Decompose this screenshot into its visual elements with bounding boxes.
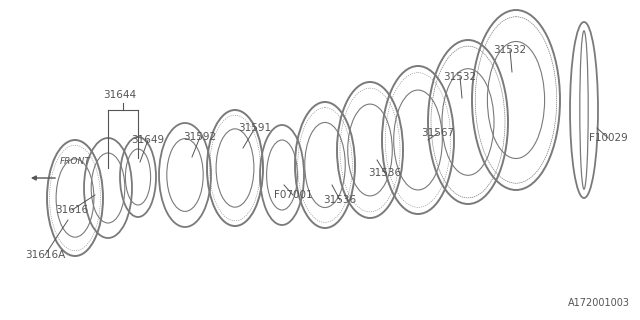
Text: 31616: 31616 <box>56 205 88 215</box>
Text: 31532: 31532 <box>493 45 527 55</box>
Text: 31592: 31592 <box>184 132 216 142</box>
Text: F10029: F10029 <box>589 133 627 143</box>
Text: A172001003: A172001003 <box>568 298 630 308</box>
Text: 31536: 31536 <box>369 168 401 178</box>
Text: 31567: 31567 <box>421 128 454 138</box>
Text: FRONT: FRONT <box>60 157 91 166</box>
Text: 31536: 31536 <box>323 195 356 205</box>
Text: 31532: 31532 <box>444 72 477 82</box>
Text: 31591: 31591 <box>239 123 271 133</box>
Text: F07001: F07001 <box>274 190 312 200</box>
Text: 31616A: 31616A <box>25 250 65 260</box>
Text: 31649: 31649 <box>131 135 164 145</box>
Text: 31644: 31644 <box>104 90 136 100</box>
